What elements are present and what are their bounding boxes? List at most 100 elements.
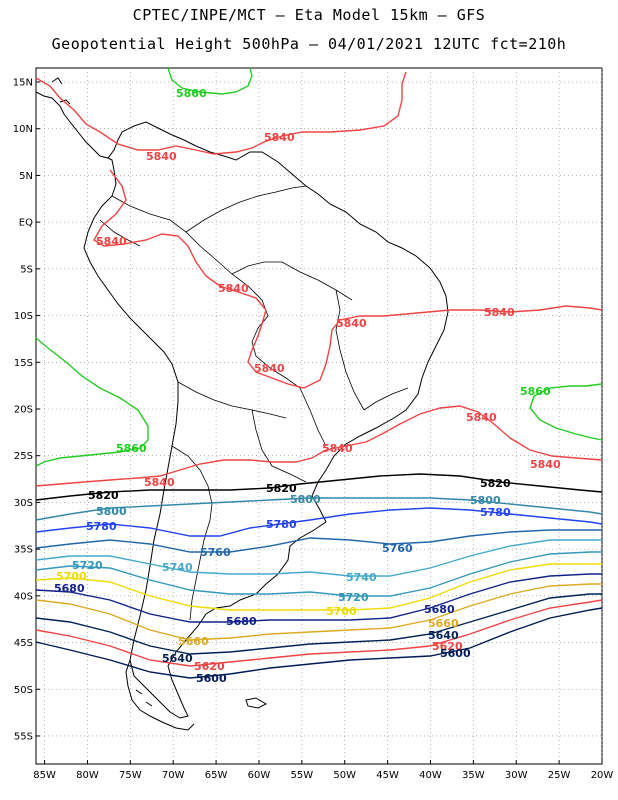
lat-tick-label: EQ xyxy=(19,218,33,229)
lat-tick-label: 55S xyxy=(14,731,33,742)
contour-label: 5640 xyxy=(162,652,193,665)
contour-layer xyxy=(35,67,603,679)
contour-label: 5620 xyxy=(194,660,225,673)
contour-label: 5600 xyxy=(440,647,471,660)
chart-title-line2: Geopotential Height 500hPa – 04/01/2021 … xyxy=(51,35,567,53)
lat-tick-label: 50S xyxy=(14,685,33,696)
lon-tick-label: 85W xyxy=(33,770,56,781)
contour-label: 5860 xyxy=(116,442,147,455)
contour-5860-pacific xyxy=(35,337,149,467)
contour-label: 5840 xyxy=(96,235,127,248)
lon-tick-label: 75W xyxy=(119,770,142,781)
lat-tick-label: 10N xyxy=(13,124,33,135)
contour-5840-north xyxy=(35,71,407,155)
contour-5740 xyxy=(35,539,602,577)
contour-5860-atlantic xyxy=(529,383,603,441)
lat-tick-label: 40S xyxy=(14,591,33,602)
contour-label: 5800 xyxy=(290,493,321,506)
contour-label: 5780 xyxy=(266,518,297,531)
lon-tick-label: 30W xyxy=(505,770,528,781)
contour-5860-north xyxy=(167,67,253,95)
contour-label: 5840 xyxy=(264,131,295,144)
contour-5840-west xyxy=(35,449,327,487)
contour-5660 xyxy=(35,583,602,641)
contour-labels: 5860 5860 5860 5840 5840 5840 5840 5840 … xyxy=(54,87,561,685)
south-america-coast xyxy=(83,145,449,719)
contour-label: 5680 xyxy=(54,582,85,595)
lon-tick-label: 35W xyxy=(462,770,485,781)
contour-5720 xyxy=(35,551,602,597)
lat-tick-label: 5S xyxy=(20,264,33,275)
contour-5760 xyxy=(35,529,602,553)
contour-label: 5780 xyxy=(480,506,511,519)
falkland-islands xyxy=(245,697,268,709)
contour-label: 5860 xyxy=(176,87,207,100)
contour-5700 xyxy=(35,563,602,611)
contour-label: 5800 xyxy=(96,505,127,518)
caribbean-islands xyxy=(51,77,71,105)
central-america-coast xyxy=(35,91,197,159)
contour-label: 5720 xyxy=(338,591,369,604)
lat-tick-label: 15N xyxy=(13,78,33,89)
contour-label: 5700 xyxy=(326,605,357,618)
lon-tick-label: 55W xyxy=(291,770,314,781)
lat-tick-label: 25S xyxy=(14,451,33,462)
grid-lines xyxy=(36,68,603,764)
contour-label: 5840 xyxy=(254,362,285,375)
contour-label: 5840 xyxy=(484,306,515,319)
contour-label: 5680 xyxy=(424,603,455,616)
contour-5620 xyxy=(35,599,603,667)
contour-5840-south xyxy=(325,405,603,461)
contour-label: 5860 xyxy=(520,385,551,398)
contour-label: 5840 xyxy=(466,411,497,424)
contour-label: 5680 xyxy=(226,615,257,628)
lat-tick-label: 45S xyxy=(14,638,33,649)
contour-label: 5780 xyxy=(86,520,117,533)
contour-5640 xyxy=(35,593,602,655)
contour-5600 xyxy=(35,607,603,679)
lon-tick-label: 60W xyxy=(248,770,271,781)
lon-tick-label: 70W xyxy=(162,770,185,781)
contour-label: 5660 xyxy=(178,635,209,648)
contour-label: 5700 xyxy=(56,570,87,583)
contour-label: 5800 xyxy=(470,494,501,507)
contour-label: 5620 xyxy=(432,640,463,653)
contour-5820 xyxy=(35,473,603,501)
contour-label: 5740 xyxy=(162,561,193,574)
lon-tick-label: 40W xyxy=(419,770,442,781)
chile-fjords xyxy=(125,659,195,731)
contour-5780 xyxy=(35,507,603,537)
plot-frame xyxy=(35,67,603,765)
country-borders xyxy=(99,185,409,621)
contour-label: 5720 xyxy=(72,559,103,572)
contour-5800 xyxy=(35,497,603,521)
lon-tick-label: 80W xyxy=(76,770,99,781)
lon-tick-label: 20W xyxy=(591,770,614,781)
lat-tick-label: 10S xyxy=(14,311,33,322)
contour-label: 5640 xyxy=(428,629,459,642)
contour-label: 5740 xyxy=(346,571,377,584)
contour-label: 5760 xyxy=(382,542,413,555)
axis-ticks: 15N 10N 5N EQ 5S 10S 15S 20S 25S 30S 35S 40S 45S 50S 5… xyxy=(13,78,614,781)
contour-5680 xyxy=(35,573,602,623)
lat-tick-label: 15S xyxy=(14,358,33,369)
lon-tick-label: 65W xyxy=(205,770,228,781)
contour-label: 5840 xyxy=(336,317,367,330)
contour-5840-amazon xyxy=(93,169,603,389)
lon-tick-label: 45W xyxy=(376,770,399,781)
contour-label: 5840 xyxy=(530,458,561,471)
contour-label: 5820 xyxy=(88,489,119,502)
contour-label: 5840 xyxy=(146,150,177,163)
lat-tick-label: 30S xyxy=(14,498,33,509)
lat-tick-label: 35S xyxy=(14,545,33,556)
contour-label: 5840 xyxy=(218,282,249,295)
contour-label: 5820 xyxy=(480,477,511,490)
chart-title-line1: CPTEC/INPE/MCT – Eta Model 15km – GFS xyxy=(132,6,486,24)
contour-label: 5820 xyxy=(266,482,297,495)
lon-tick-label: 50W xyxy=(333,770,356,781)
contour-label: 5840 xyxy=(144,476,175,489)
lat-tick-label: 5N xyxy=(19,171,33,182)
coastline-layer xyxy=(35,77,449,731)
lon-tick-label: 25W xyxy=(548,770,571,781)
